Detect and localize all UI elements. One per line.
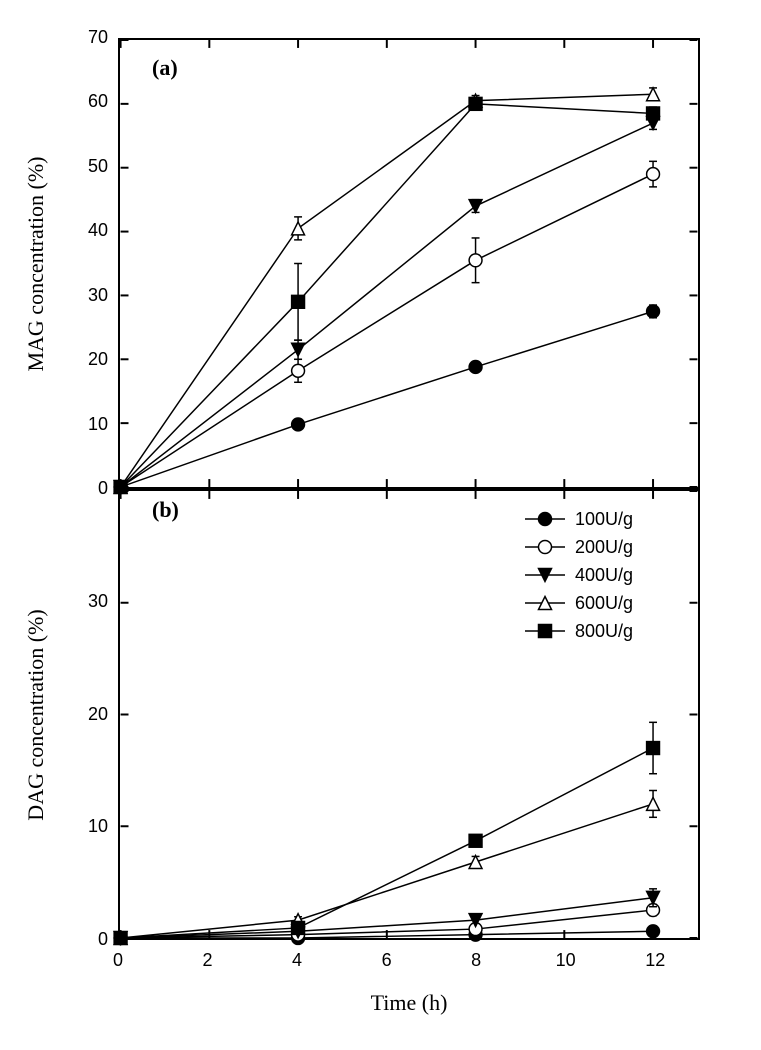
- x-axis-label: Time (h): [349, 990, 469, 1016]
- y-tick-label: 10: [88, 816, 108, 837]
- legend-label: 600U/g: [575, 593, 633, 614]
- legend-item: 600U/g: [525, 589, 633, 617]
- legend-label: 100U/g: [575, 509, 633, 530]
- panel-a-y-axis-label: MAG concentration (%): [23, 144, 49, 384]
- legend-item: 100U/g: [525, 505, 633, 533]
- panel-a-letter: (a): [152, 55, 178, 81]
- y-tick-label: 40: [88, 220, 108, 241]
- legend-marker-icon: [525, 509, 565, 529]
- legend-item: 800U/g: [525, 617, 633, 645]
- legend-label: 400U/g: [575, 565, 633, 586]
- y-tick-label: 10: [88, 414, 108, 435]
- x-tick-label: 0: [113, 950, 123, 971]
- legend-marker-icon: [525, 621, 565, 641]
- y-tick-label: 20: [88, 704, 108, 725]
- y-tick-label: 60: [88, 91, 108, 112]
- x-tick-label: 10: [556, 950, 576, 971]
- x-tick-label: 6: [382, 950, 392, 971]
- y-tick-label: 0: [98, 478, 108, 499]
- y-tick-label: 30: [88, 285, 108, 306]
- legend-label: 200U/g: [575, 537, 633, 558]
- x-tick-label: 2: [203, 950, 213, 971]
- panel-a: [118, 38, 700, 489]
- figure-root: (a) MAG concentration (%) (b) DAG concen…: [0, 0, 761, 1050]
- legend-item: 400U/g: [525, 561, 633, 589]
- panel-b-letter: (b): [152, 497, 179, 523]
- legend: 100U/g 200U/g 400U/g 600U/g 800U/g: [525, 505, 633, 645]
- y-tick-label: 30: [88, 591, 108, 612]
- y-tick-label: 70: [88, 27, 108, 48]
- x-tick-label: 4: [292, 950, 302, 971]
- x-tick-label: 8: [471, 950, 481, 971]
- y-tick-label: 0: [98, 929, 108, 950]
- y-tick-label: 20: [88, 349, 108, 370]
- panel-a-plot: [120, 40, 698, 487]
- legend-marker-icon: [525, 565, 565, 585]
- panel-b-y-axis-label: DAG concentration (%): [23, 595, 49, 835]
- legend-marker-icon: [525, 537, 565, 557]
- legend-marker-icon: [525, 593, 565, 613]
- y-tick-label: 50: [88, 156, 108, 177]
- x-tick-label: 12: [645, 950, 665, 971]
- legend-label: 800U/g: [575, 621, 633, 642]
- legend-item: 200U/g: [525, 533, 633, 561]
